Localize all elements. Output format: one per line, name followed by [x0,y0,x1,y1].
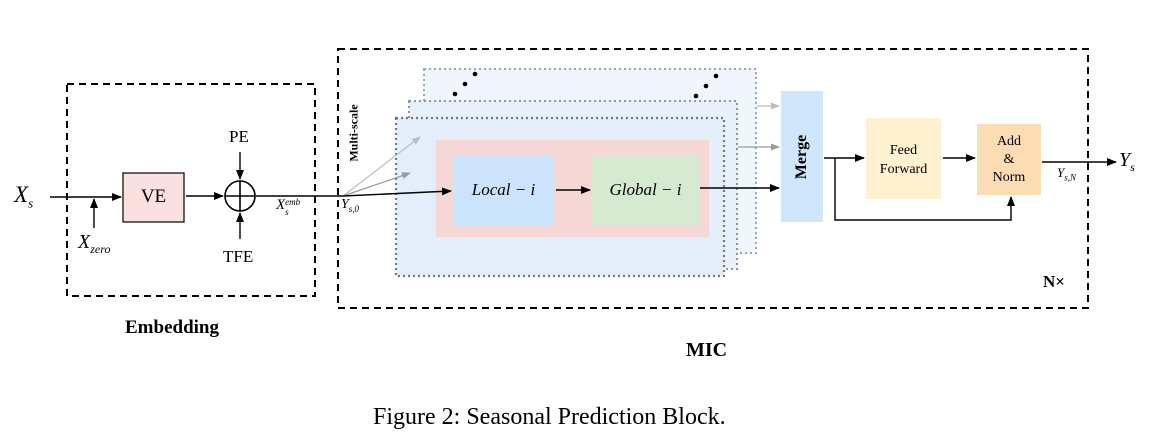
local-label: Local − i [471,180,536,199]
emb-label-sub: s [285,207,289,217]
feed-forward-block [866,118,941,199]
fan-arrow-middle [342,172,411,197]
yn-label-sub: s,N [1064,172,1076,183]
output-label: Ys [1119,149,1135,174]
repeat-label: N× [1043,272,1065,291]
output-label-sub: s [1130,160,1135,174]
an-line3: Norm [992,170,1026,185]
merge-block [781,91,823,222]
fan-arrow-front [342,187,452,197]
feed-forward-label: Feed Forward [866,141,941,179]
figure-caption: Figure 2: Seasonal Prediction Block. [373,404,726,430]
local-block [453,155,554,226]
input-label-sub: s [28,195,34,211]
fan-arrow-back [342,136,421,197]
pe-label: PE [229,127,249,146]
add-norm-label: Add & Norm [977,133,1041,187]
zero-label: Xzero [78,231,111,256]
input-label: Xs [14,182,34,211]
an-line1: Add [996,134,1022,149]
y0-label: Ys,0 [341,197,360,214]
ff-line2: Forward [879,162,928,177]
zero-label-sub: zero [90,242,111,256]
ff-line1: Feed [889,143,918,158]
y0-label-sub: s,0 [348,203,360,214]
tfe-label: TFE [223,247,254,266]
ve-block [122,172,185,223]
multiscale-label: Multi-scale [346,104,361,162]
residual-path [834,158,1015,221]
mic-title: MIC [686,339,728,361]
yn-label: Ys,N [1057,165,1076,183]
ve-label: VE [140,186,167,207]
add-norm-block [977,124,1041,195]
merge-label: Merge [793,134,810,180]
stack-dots-right [693,73,719,99]
stack-dots-left [452,71,478,97]
mic-frame [337,48,1089,309]
emb-label-sup: emb [285,197,301,207]
global-label: Global − i [609,180,682,199]
add-circle-icon [224,180,256,212]
global-block [592,155,699,226]
an-line2: & [1003,152,1015,167]
embedding-frame [66,83,316,297]
embedding-title: Embedding [125,317,219,338]
